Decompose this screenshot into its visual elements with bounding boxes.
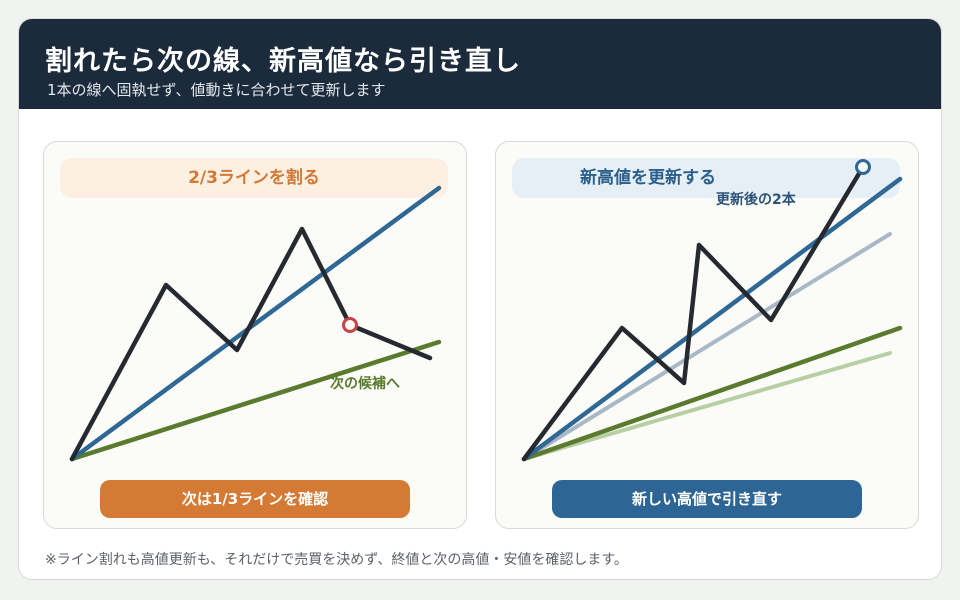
price-path: [69, 226, 433, 462]
break-point-marker: [342, 317, 358, 333]
faded-blue-trendline: [522, 232, 892, 461]
new-high-marker: [855, 159, 871, 175]
green-trendline: [69, 339, 442, 462]
infographic-card: 割れたら次の線、新高値なら引き直し 1本の線へ固執せず、値動きに合わせて更新しま…: [18, 18, 942, 580]
panel-new-high: 新高値を更新する 更新後の2本 新しい高値で引き直す: [495, 141, 919, 529]
panel-banner-new-high: 新高値を更新する: [512, 158, 900, 198]
next-candidate-label: 次の候補へ: [330, 375, 400, 392]
blue-trendline: [69, 185, 442, 462]
panel-banner-line-break: 2/3ラインを割る: [60, 158, 448, 198]
new-high-banner-text: 新高値を更新する: [580, 168, 716, 188]
updated-lines-label: 更新後の2本: [716, 191, 797, 208]
new-high-diagram: 更新後の2本: [521, 159, 903, 462]
faded-green-trendline: [522, 351, 892, 461]
panel-line-break: 2/3ラインを割る 次の候補へ 次は1/3ラインを確認: [43, 141, 467, 529]
line-break-diagram: 次の候補へ: [69, 185, 442, 462]
page-subtitle: 1本の線へ固執せず、値動きに合わせて更新します: [47, 81, 386, 99]
redraw-with-new-high-button[interactable]: 新しい高値で引き直す: [552, 480, 862, 518]
new-blue-trendline: [521, 176, 903, 462]
footnote: ※ライン割れも高値更新も、それだけで売買を決めず、終値と次の高値・安値を確認しま…: [45, 552, 628, 568]
header: 割れたら次の線、新高値なら引き直し 1本の線へ固執せず、値動きに合わせて更新しま…: [19, 19, 941, 109]
new-green-trendline: [521, 325, 903, 462]
page-title: 割れたら次の線、新高値なら引き直し: [45, 46, 521, 77]
check-one-third-line-button[interactable]: 次は1/3ラインを確認: [100, 480, 410, 518]
price-path: [521, 164, 866, 462]
